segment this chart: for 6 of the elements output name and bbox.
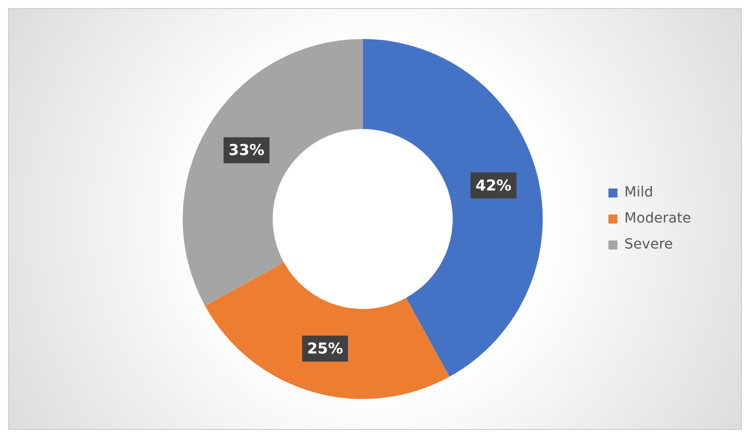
data-label: 42% <box>476 176 512 194</box>
data-label: 25% <box>307 340 343 358</box>
data-label: 33% <box>228 141 264 160</box>
legend-label: Mild <box>624 184 654 201</box>
legend-label: Severe <box>624 236 673 253</box>
legend-label: Moderate <box>624 210 692 227</box>
